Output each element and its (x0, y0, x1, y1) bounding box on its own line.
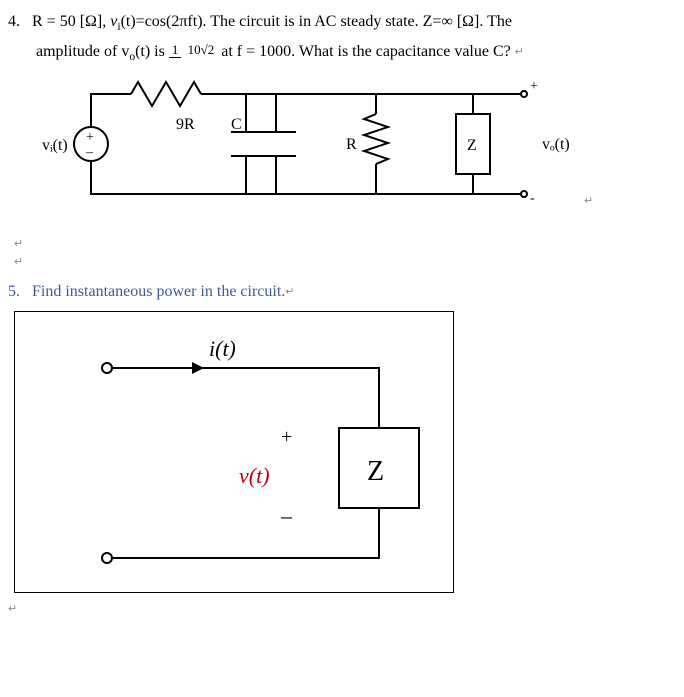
term-plus: + (530, 79, 538, 94)
c-label: C (231, 116, 242, 133)
src-plus: + (86, 130, 94, 145)
p4-fraction: 1 10√2 (169, 43, 217, 57)
src-minus: – (85, 145, 94, 160)
p5-text: Find instantaneous power in the circuit. (32, 283, 285, 300)
terminal-top (102, 363, 112, 373)
return-icon: ↵ (8, 603, 17, 615)
return-icon: ↵ (584, 195, 593, 207)
vo-label: vₒ(t) (542, 136, 570, 153)
vi-label: vᵢ(t) (42, 137, 68, 154)
i-label: i(t) (209, 336, 236, 361)
z-label: Z (467, 137, 477, 154)
arrow-icon (192, 362, 204, 374)
problem-5-number: 5. (8, 278, 32, 305)
term-minus: - (530, 191, 535, 206)
p4-frac-bot: 10√2 (185, 42, 218, 57)
minus-label: – (280, 503, 293, 528)
problem-5-circuit-box: i(t) + v(t) – Z (14, 311, 454, 593)
v-label: v(t) (239, 463, 270, 488)
terminal-bottom (102, 553, 112, 563)
plus-label: + (281, 426, 292, 448)
return-icon: ↵ (14, 237, 23, 249)
p4-line1-b: (t)=cos(2πft). The circuit is in AC stea… (121, 13, 512, 30)
r-label: R (346, 136, 357, 153)
return-icon: ↵ (285, 285, 294, 297)
problem-5-text: 5.Find instantaneous power in the circui… (8, 278, 676, 305)
problem-4-text: 4.R = 50 [Ω], vi(t)=cos(2πft). The circu… (8, 8, 676, 68)
p4-line2-b: (t) is (135, 43, 169, 60)
problem-4-circuit: + – vᵢ(t) 9R C R Z vₒ(t) + - ↵ (36, 74, 676, 224)
return-icon: ↵ (14, 255, 23, 267)
r9-label: 9R (176, 116, 195, 133)
p4-line1-a: R = 50 [Ω], (32, 13, 110, 30)
p4-frac-top: 1 (169, 42, 182, 58)
z-label: Z (367, 456, 384, 487)
return-icon: ↵ (515, 46, 524, 58)
p4-line2-a: amplitude of v (36, 43, 129, 60)
p4-line2-c: at f = 1000. What is the capacitance val… (217, 43, 515, 60)
problem-4-number: 4. (8, 8, 32, 35)
